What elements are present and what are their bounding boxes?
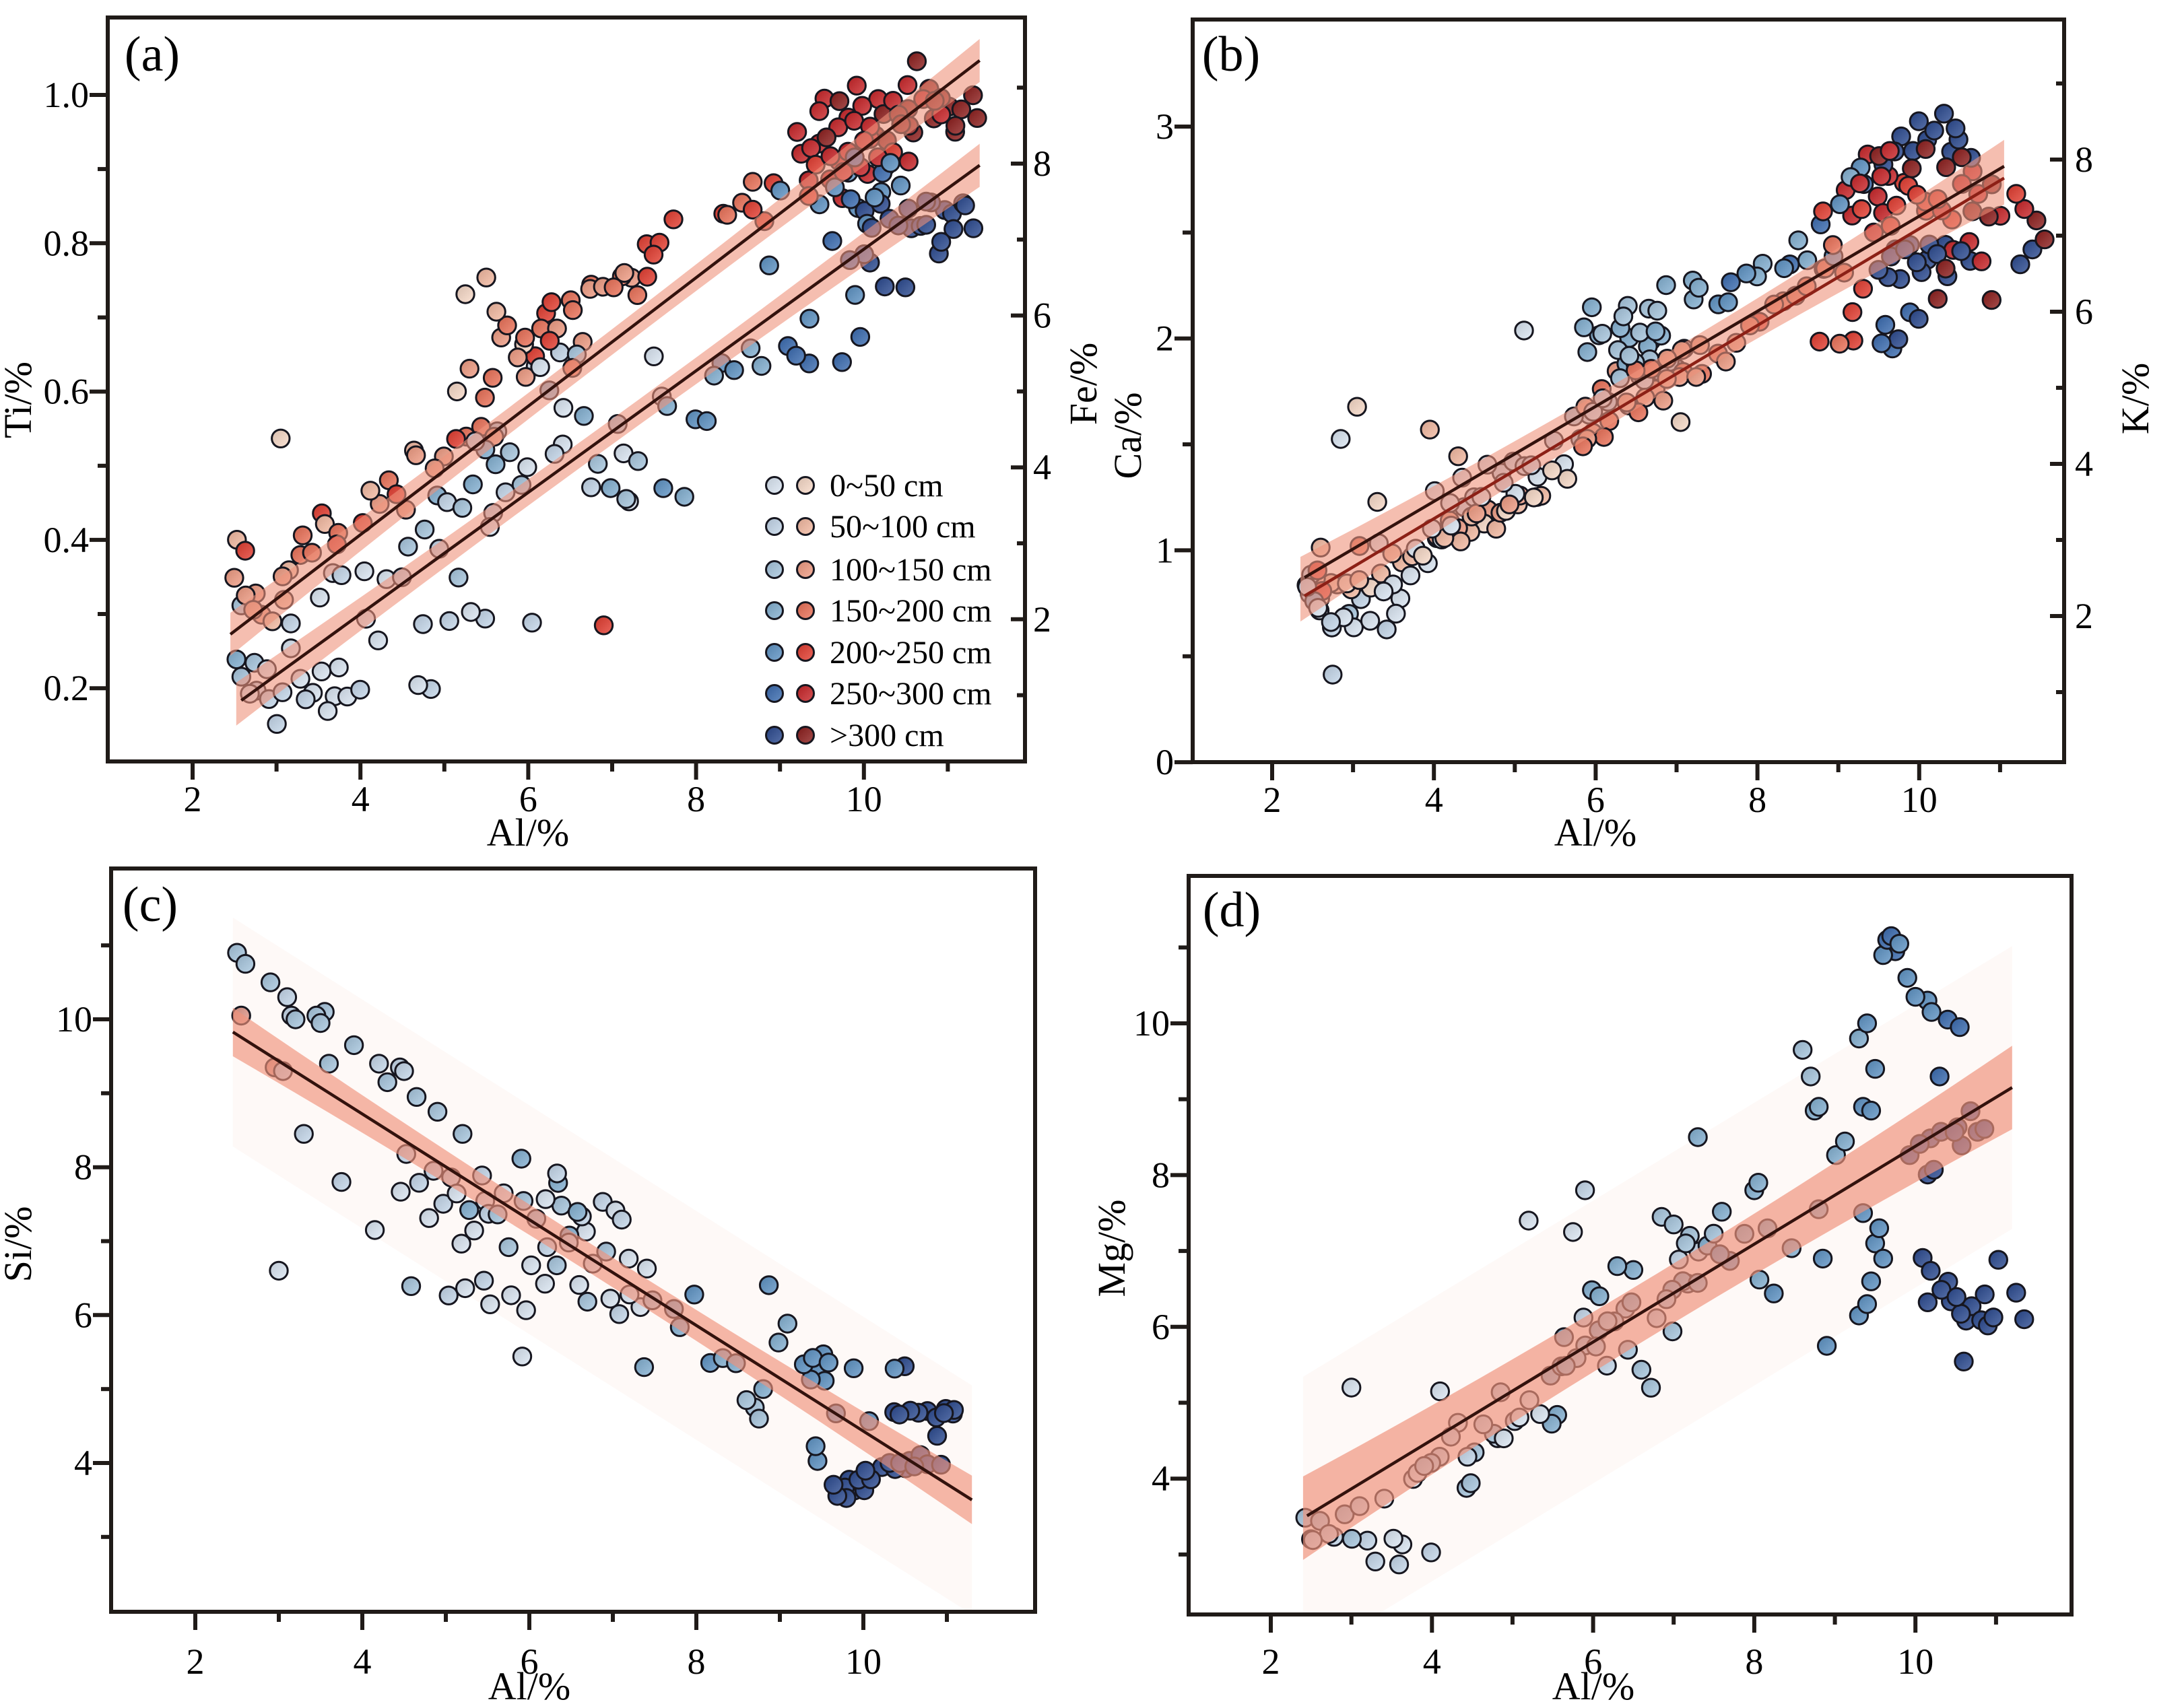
svg-text:4: 4 <box>1152 1458 1170 1499</box>
svg-text:4: 4 <box>354 1641 372 1682</box>
svg-text:8: 8 <box>2075 139 2093 180</box>
svg-text:10: 10 <box>1133 1003 1170 1044</box>
svg-text:8: 8 <box>1033 143 1051 184</box>
svg-text:1: 1 <box>1156 530 1174 570</box>
svg-text:Si/%: Si/% <box>0 1206 40 1283</box>
svg-text:6: 6 <box>519 779 537 819</box>
svg-text:8: 8 <box>687 779 705 819</box>
svg-text:250~300 cm: 250~300 cm <box>830 676 992 712</box>
svg-text:150~200 cm: 150~200 cm <box>830 593 992 629</box>
svg-text:2: 2 <box>1156 318 1174 359</box>
svg-text:Mg/%: Mg/% <box>1090 1200 1133 1297</box>
svg-text:6: 6 <box>1587 780 1605 820</box>
svg-text:10: 10 <box>56 999 92 1040</box>
svg-text:6: 6 <box>1033 296 1051 336</box>
svg-text:1.0: 1.0 <box>44 75 90 115</box>
svg-text:6: 6 <box>521 1641 539 1682</box>
svg-text:4: 4 <box>352 779 370 819</box>
svg-text:Al/%: Al/% <box>1554 811 1636 854</box>
svg-text:2: 2 <box>1033 599 1051 640</box>
svg-text:8: 8 <box>1152 1155 1170 1195</box>
svg-text:0.6: 0.6 <box>44 372 90 412</box>
svg-text:2: 2 <box>187 1641 205 1682</box>
svg-text:4: 4 <box>2075 444 2093 484</box>
svg-text:4: 4 <box>74 1443 92 1483</box>
svg-text:(b): (b) <box>1202 27 1260 82</box>
svg-text:10: 10 <box>1901 780 1938 820</box>
svg-text:Ca/%: Ca/% <box>1106 393 1150 479</box>
svg-text:8: 8 <box>688 1641 706 1682</box>
svg-text:2: 2 <box>1263 780 1282 820</box>
svg-text:Fe/%: Fe/% <box>1061 343 1105 425</box>
svg-text:(c): (c) <box>123 877 178 932</box>
svg-text:0~50 cm: 0~50 cm <box>830 468 944 504</box>
svg-text:200~250 cm: 200~250 cm <box>830 635 992 671</box>
svg-text:100~150 cm: 100~150 cm <box>830 552 992 588</box>
svg-text:Al/%: Al/% <box>1552 1664 1634 1702</box>
svg-text:4: 4 <box>1425 780 1443 820</box>
svg-text:6: 6 <box>2075 292 2093 332</box>
svg-text:2: 2 <box>2075 596 2093 636</box>
svg-text:8: 8 <box>1745 1641 1763 1682</box>
svg-text:0: 0 <box>1156 742 1174 782</box>
svg-text:10: 10 <box>846 779 882 819</box>
svg-text:10: 10 <box>1897 1641 1933 1682</box>
svg-text:3: 3 <box>1156 106 1174 147</box>
svg-text:6: 6 <box>74 1295 92 1335</box>
svg-text:8: 8 <box>74 1147 92 1188</box>
svg-text:>300 cm: >300 cm <box>830 718 944 753</box>
svg-text:4: 4 <box>1423 1641 1441 1682</box>
svg-text:10: 10 <box>845 1641 882 1682</box>
svg-text:6: 6 <box>1584 1641 1602 1682</box>
svg-text:2: 2 <box>1262 1641 1280 1682</box>
svg-text:2: 2 <box>184 779 202 819</box>
svg-text:50~100 cm: 50~100 cm <box>830 509 976 545</box>
svg-text:0.2: 0.2 <box>44 668 90 708</box>
svg-text:8: 8 <box>1748 780 1766 820</box>
svg-text:(d): (d) <box>1203 883 1261 938</box>
svg-text:Al/%: Al/% <box>488 1664 570 1702</box>
svg-text:K/%: K/% <box>2113 363 2157 434</box>
svg-text:6: 6 <box>1152 1307 1170 1347</box>
svg-text:Ti/%: Ti/% <box>0 362 40 438</box>
svg-text:Al/%: Al/% <box>487 811 569 854</box>
svg-text:0.4: 0.4 <box>44 520 90 560</box>
svg-text:4: 4 <box>1033 447 1051 487</box>
svg-text:(a): (a) <box>125 27 180 82</box>
svg-text:0.8: 0.8 <box>44 223 90 263</box>
